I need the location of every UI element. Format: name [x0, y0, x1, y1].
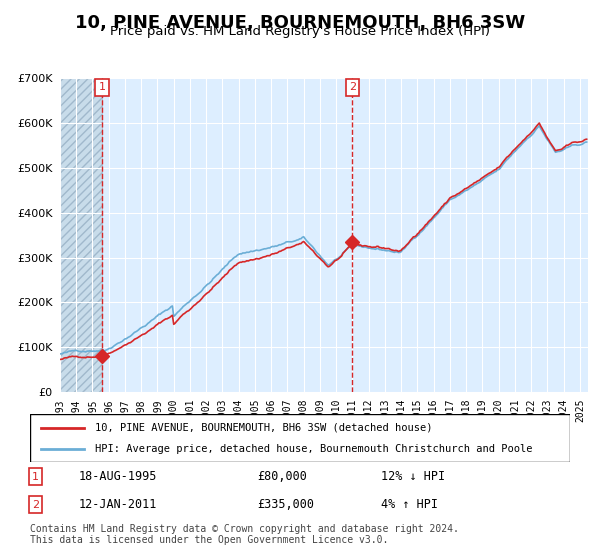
Text: 1: 1 — [98, 82, 106, 92]
Text: 10, PINE AVENUE, BOURNEMOUTH, BH6 3SW (detached house): 10, PINE AVENUE, BOURNEMOUTH, BH6 3SW (d… — [95, 423, 432, 433]
Text: Price paid vs. HM Land Registry's House Price Index (HPI): Price paid vs. HM Land Registry's House … — [110, 25, 490, 38]
Text: 18-AUG-1995: 18-AUG-1995 — [79, 470, 157, 483]
Text: 12% ↓ HPI: 12% ↓ HPI — [381, 470, 445, 483]
Text: 1: 1 — [32, 472, 39, 482]
Text: 10, PINE AVENUE, BOURNEMOUTH, BH6 3SW: 10, PINE AVENUE, BOURNEMOUTH, BH6 3SW — [75, 14, 525, 32]
Text: 2: 2 — [32, 500, 39, 510]
Text: 12-JAN-2011: 12-JAN-2011 — [79, 498, 157, 511]
Bar — [60, 78, 102, 392]
FancyBboxPatch shape — [30, 414, 570, 462]
Text: Contains HM Land Registry data © Crown copyright and database right 2024.
This d: Contains HM Land Registry data © Crown c… — [30, 524, 459, 545]
Text: £335,000: £335,000 — [257, 498, 314, 511]
Text: HPI: Average price, detached house, Bournemouth Christchurch and Poole: HPI: Average price, detached house, Bour… — [95, 444, 532, 454]
Text: 4% ↑ HPI: 4% ↑ HPI — [381, 498, 438, 511]
Text: 2: 2 — [349, 82, 356, 92]
Text: £80,000: £80,000 — [257, 470, 307, 483]
